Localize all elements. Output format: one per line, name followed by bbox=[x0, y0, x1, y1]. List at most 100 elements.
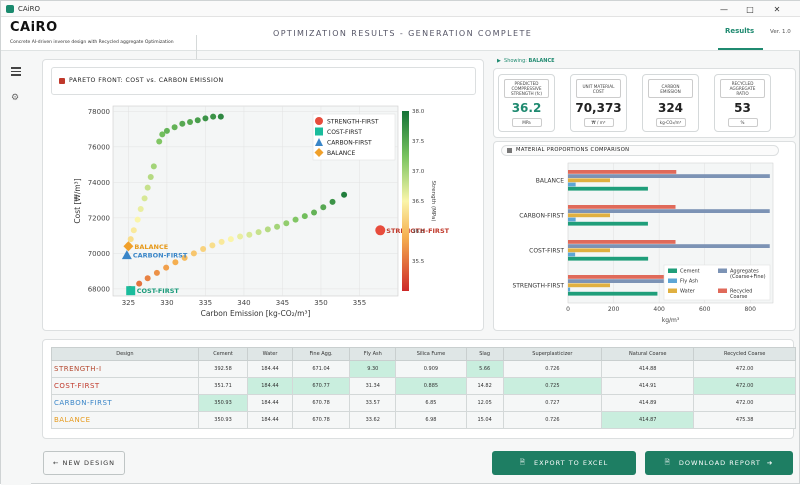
balance-marker bbox=[123, 241, 134, 252]
gear-icon[interactable]: ⚙ bbox=[11, 93, 20, 103]
hamburger-icon[interactable] bbox=[11, 67, 21, 76]
x-axis-label: Carbon Emission [kg-CO₂/m³] bbox=[201, 309, 311, 318]
colorbar-tick: 37.0 bbox=[412, 169, 425, 175]
new-design-button[interactable]: ← NEW DESIGN bbox=[43, 451, 125, 475]
table-cell: 184.44 bbox=[247, 377, 293, 395]
table-cell: 184.44 bbox=[247, 394, 293, 412]
pareto-point bbox=[127, 236, 134, 243]
export-excel-button[interactable]: 🗎 EXPORT TO EXCEL bbox=[492, 451, 636, 475]
chart-icon bbox=[59, 78, 65, 84]
bar bbox=[568, 283, 611, 288]
legend-swatch bbox=[668, 288, 677, 293]
pareto-point bbox=[341, 191, 348, 198]
pareto-point bbox=[210, 113, 217, 120]
table-row[interactable]: CARBON-FIRST 350.93 184.44 670.78 33.57 6.85 1… bbox=[51, 394, 796, 412]
x-tick-label: 335 bbox=[199, 299, 212, 307]
pareto-point bbox=[200, 245, 207, 252]
column-header: Fly Ash bbox=[349, 347, 397, 361]
table-row[interactable]: STRENGTH-I 392.58 184.44 671.04 9.30 0.909 5.6… bbox=[51, 360, 796, 378]
table-row[interactable]: COST-FIRST 351.71 184.44 670.77 31.34 0.885 14… bbox=[51, 377, 796, 395]
legend-marker bbox=[314, 148, 324, 157]
pareto-point bbox=[218, 238, 225, 245]
legend-label: Fly Ash bbox=[680, 279, 698, 285]
metric-unit: ₩ / m³ bbox=[583, 118, 614, 127]
y-axis-label: Cost [₩/m³] bbox=[73, 178, 82, 223]
pareto-point bbox=[134, 216, 141, 223]
pareto-point bbox=[329, 198, 336, 205]
table-cell: 351.71 bbox=[197, 377, 249, 395]
column-header: Recycled Coarse bbox=[693, 347, 796, 361]
x-tick-label: 800 bbox=[744, 306, 756, 313]
colorbar-tick: 36.0 bbox=[412, 229, 425, 235]
bar bbox=[568, 170, 677, 174]
pareto-point bbox=[209, 242, 216, 249]
metric-value: 324 bbox=[657, 101, 684, 115]
colorbar-tick: 37.5 bbox=[412, 139, 425, 145]
strength-first-label: STRENGTH-FIRST bbox=[386, 227, 449, 235]
showing-value: BALANCE bbox=[528, 58, 555, 64]
bar bbox=[568, 213, 611, 218]
bar bbox=[568, 221, 648, 226]
proportions-title: MATERIAL PROPORTIONS COMPARISON bbox=[516, 147, 630, 153]
table-row[interactable]: BALANCE 350.93 184.44 670.78 33.62 6.98 15.04 0… bbox=[51, 411, 796, 429]
minimize-icon[interactable]: — bbox=[720, 4, 728, 14]
y-tick-label: 76000 bbox=[88, 143, 110, 151]
column-header: Superplasticizer bbox=[502, 347, 603, 361]
pareto-point bbox=[283, 220, 290, 227]
table-cell: 414.91 bbox=[601, 377, 695, 395]
table-cell: 392.58 bbox=[197, 360, 249, 378]
metric-value: 70,373 bbox=[575, 101, 622, 115]
results-table: Design Cement Water Fine Agg. Fly Ash Silica … bbox=[51, 347, 796, 429]
colorbar bbox=[402, 111, 409, 291]
pareto-point bbox=[156, 138, 163, 145]
page-title: OPTIMIZATION RESULTS - GENERATION COMPLE… bbox=[273, 29, 533, 38]
pareto-point bbox=[137, 205, 144, 212]
tab-results[interactable]: Results bbox=[725, 27, 755, 35]
table-header-row: Design Cement Water Fine Agg. Fly Ash Silica … bbox=[51, 347, 796, 361]
close-icon[interactable]: ✕ bbox=[773, 4, 781, 14]
bar bbox=[568, 217, 576, 222]
pareto-point bbox=[292, 216, 299, 223]
showing-indicator: ▶ Showing: BALANCE bbox=[497, 58, 555, 64]
legend-marker bbox=[315, 138, 323, 146]
legend-swatch bbox=[668, 278, 677, 283]
carbon-first-marker bbox=[121, 250, 132, 260]
table-cell: 6.98 bbox=[395, 411, 467, 429]
colorbar-tick: 38.0 bbox=[412, 109, 425, 115]
x-tick-label: 345 bbox=[276, 299, 289, 307]
download-report-button[interactable]: 🗎 DOWNLOAD REPORT ➔ bbox=[645, 451, 793, 475]
column-header: Silica Fume bbox=[395, 347, 467, 361]
cost-first-label: COST-FIRST bbox=[137, 287, 180, 295]
bar bbox=[568, 287, 571, 292]
bar bbox=[568, 248, 611, 253]
showing-label: Showing: bbox=[504, 58, 527, 64]
design-name-cell: STRENGTH-I bbox=[51, 360, 199, 378]
column-header: Water bbox=[247, 347, 293, 361]
table-cell: 184.44 bbox=[247, 411, 293, 429]
design-name-cell: CARBON-FIRST bbox=[51, 394, 199, 412]
bar bbox=[568, 256, 649, 261]
y-tick-label: 68000 bbox=[88, 285, 110, 293]
maximize-icon[interactable]: □ bbox=[746, 4, 754, 14]
download-label: DOWNLOAD REPORT bbox=[678, 459, 761, 467]
title-bar: CAiRO — □ ✕ bbox=[1, 1, 800, 17]
pareto-point bbox=[237, 233, 244, 240]
table-cell: 414.88 bbox=[601, 360, 695, 378]
legend-label: COST-FIRST bbox=[327, 129, 362, 136]
colorbar-label: Strength (MPa) bbox=[430, 180, 436, 221]
metric-label: CARBON EMISSION bbox=[648, 79, 693, 98]
legend-label: (Coarse+Fine) bbox=[730, 274, 766, 280]
pareto-title: PARETO FRONT: COST vs. CARBON EMISSION bbox=[69, 77, 224, 84]
table-cell: 15.04 bbox=[465, 411, 504, 429]
table-cell: 9.30 bbox=[349, 360, 397, 378]
pareto-point bbox=[144, 184, 151, 191]
y-tick-label: 70000 bbox=[88, 250, 110, 258]
table-cell: 5.66 bbox=[465, 360, 504, 378]
table-cell: 414.89 bbox=[601, 394, 695, 412]
metric-card: PREDICTED COMPRESSIVE STRENGTH (fc) 36.2 M… bbox=[498, 74, 555, 132]
pareto-point bbox=[255, 229, 262, 236]
bar bbox=[568, 252, 576, 257]
pareto-point bbox=[320, 204, 327, 211]
category-label: STRENGTH-FIRST bbox=[512, 283, 564, 290]
